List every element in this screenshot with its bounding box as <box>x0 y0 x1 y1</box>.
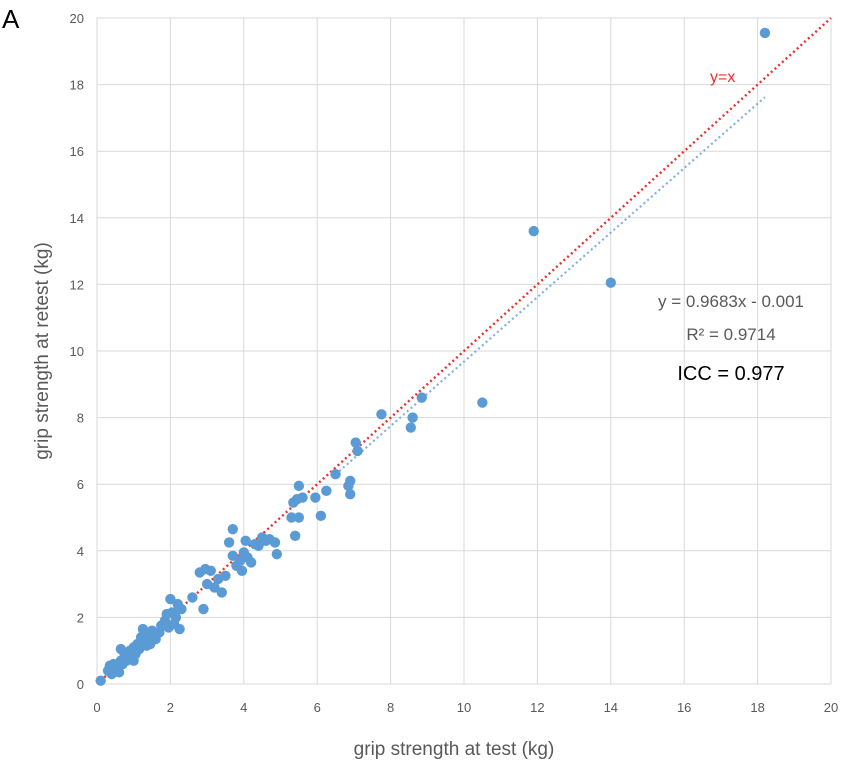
data-point <box>759 27 771 39</box>
y-tick-label: 8 <box>77 411 84 426</box>
data-point <box>198 603 209 615</box>
data-point <box>315 510 327 522</box>
data-point <box>95 675 106 686</box>
y-tick-label: 18 <box>70 78 84 93</box>
x-tick-label: 6 <box>314 700 321 715</box>
x-axis-ticks: 0 2 4 6 8 10 12 14 16 18 20 <box>93 700 838 715</box>
x-tick-label: 14 <box>604 700 618 715</box>
x-tick-label: 2 <box>167 700 174 715</box>
y-tick-label: 12 <box>70 277 84 292</box>
data-point <box>209 582 220 593</box>
data-point <box>407 412 418 423</box>
data-point <box>528 225 539 237</box>
data-point <box>253 540 264 552</box>
data-point <box>170 612 182 623</box>
data-point <box>220 570 231 581</box>
trendline <box>334 96 766 476</box>
trendline-equation: y = 0.9683x - 0.001 <box>658 292 804 311</box>
data-point <box>345 488 356 500</box>
data-points <box>95 27 771 686</box>
icc-label: ICC = 0.977 <box>677 363 784 385</box>
data-point <box>236 565 248 576</box>
y-tick-label: 4 <box>77 544 84 559</box>
r-squared-label: R² = 0.9714 <box>686 325 775 344</box>
data-point <box>245 557 257 568</box>
data-point <box>350 437 361 448</box>
x-axis-title: grip strength at test (kg) <box>354 739 555 760</box>
data-point <box>269 537 281 548</box>
data-point <box>271 548 283 560</box>
data-point <box>330 469 341 480</box>
data-point <box>240 535 251 547</box>
data-point <box>216 587 227 598</box>
x-tick-label: 10 <box>457 700 471 715</box>
identity-line-label: y=x <box>710 69 735 86</box>
identity-line <box>96 17 832 685</box>
y-tick-label: 20 <box>70 11 84 26</box>
data-point <box>187 592 198 603</box>
x-tick-label: 4 <box>240 700 247 715</box>
data-point <box>165 593 176 605</box>
data-point <box>286 512 297 523</box>
x-tick-label: 8 <box>387 700 394 715</box>
data-point <box>477 397 488 408</box>
data-point <box>352 445 363 457</box>
data-point <box>293 512 305 523</box>
data-point <box>345 475 356 487</box>
data-point <box>310 492 321 503</box>
data-point <box>227 523 238 535</box>
x-tick-label: 18 <box>750 700 764 715</box>
data-point <box>416 392 427 403</box>
y-tick-label: 16 <box>70 144 84 159</box>
y-tick-label: 0 <box>77 677 84 692</box>
data-point <box>289 530 301 542</box>
y-axis-title: grip strength at retest (kg) <box>32 242 53 460</box>
data-point <box>223 537 235 548</box>
y-tick-label: 14 <box>70 211 84 226</box>
y-axis-ticks: 0 2 4 6 8 10 12 14 16 18 20 <box>70 11 84 692</box>
data-point <box>113 667 125 678</box>
panel-label: A <box>2 4 20 34</box>
x-tick-label: 0 <box>93 700 100 715</box>
data-point <box>605 277 616 288</box>
grid <box>96 17 832 685</box>
data-point <box>176 603 187 615</box>
x-tick-label: 12 <box>530 700 544 715</box>
y-tick-label: 2 <box>77 610 84 625</box>
data-point <box>321 485 332 497</box>
data-point <box>297 492 308 503</box>
data-point <box>227 550 238 561</box>
x-tick-label: 20 <box>824 700 838 715</box>
data-point <box>405 422 416 433</box>
data-point <box>174 623 185 635</box>
data-point <box>293 480 305 492</box>
data-point <box>376 409 387 420</box>
y-tick-label: 10 <box>70 344 84 359</box>
data-point <box>205 565 216 576</box>
y-tick-label: 6 <box>77 477 84 492</box>
x-tick-label: 16 <box>677 700 691 715</box>
